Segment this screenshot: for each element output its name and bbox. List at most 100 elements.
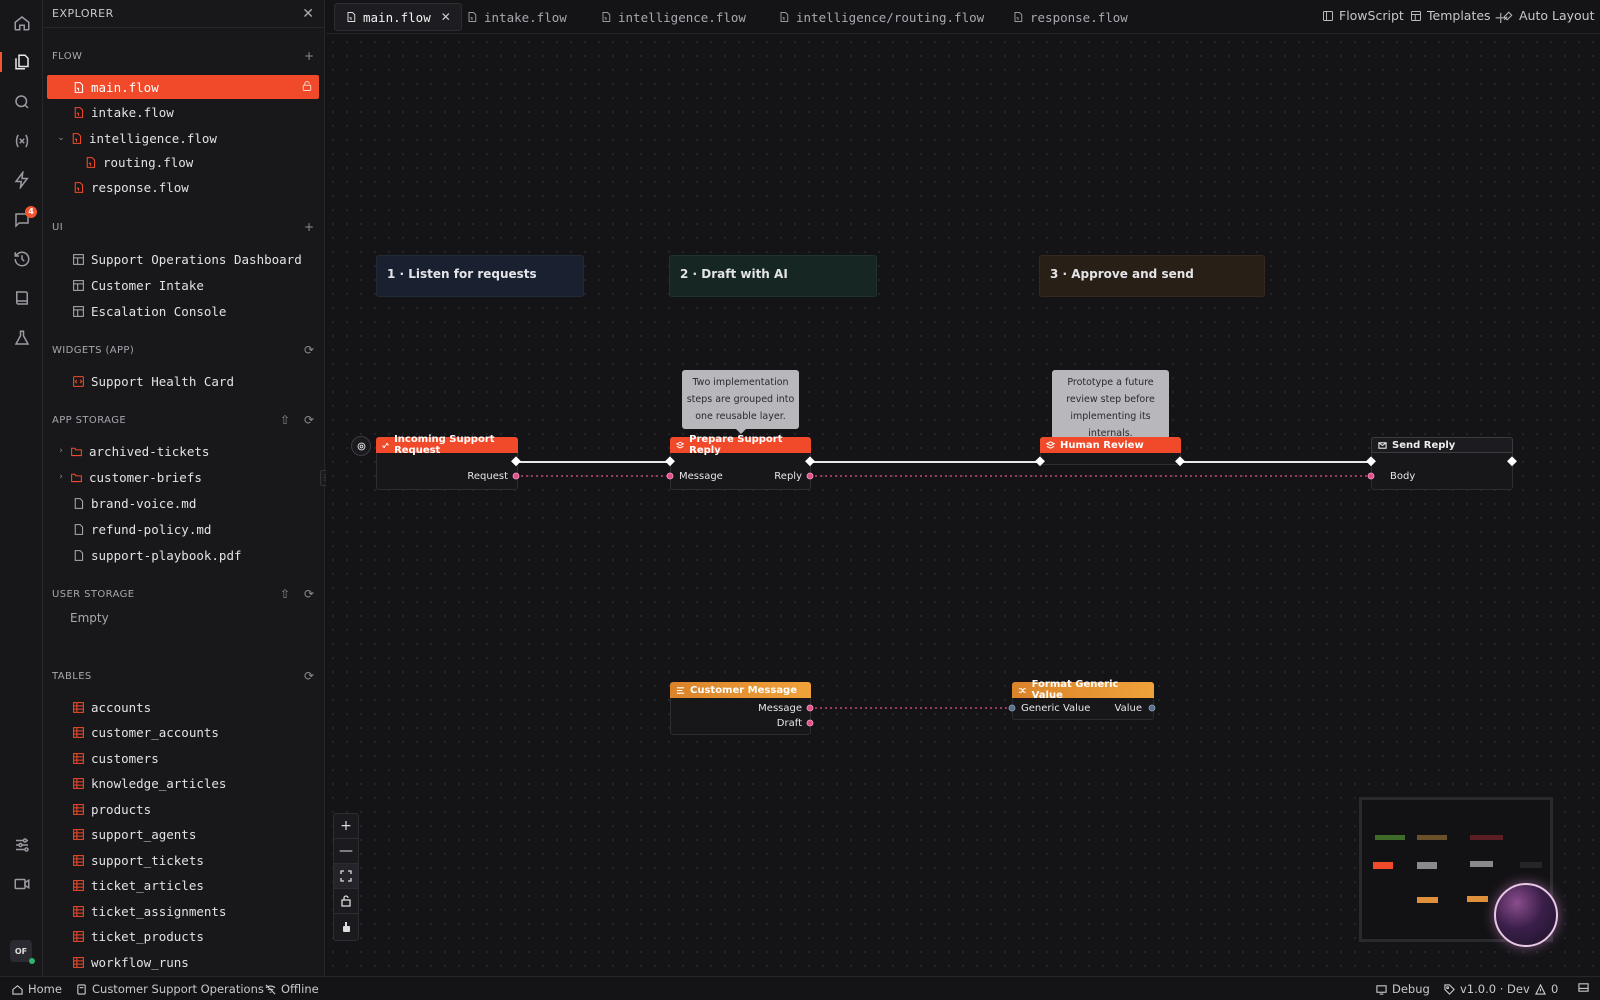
table-item[interactable]: customers <box>47 746 319 770</box>
search-icon[interactable] <box>0 84 43 120</box>
upload-icon[interactable]: ⇧ <box>279 587 291 601</box>
upload-icon[interactable]: ⇧ <box>279 413 291 427</box>
project-link[interactable]: Customer Support Operations <box>76 982 264 996</box>
debug-button[interactable]: Debug <box>1376 982 1430 996</box>
widget-item-health[interactable]: Support Health Card <box>47 369 319 393</box>
data-pin[interactable] <box>806 719 814 727</box>
storage-file-refund[interactable]: refund-policy.md <box>47 517 319 541</box>
flow-item-main[interactable]: main.flow <box>47 75 319 99</box>
group-approve[interactable]: 3 · Approve and send <box>1039 255 1265 297</box>
sliders-icon[interactable] <box>0 827 43 863</box>
warnings-indicator[interactable]: 0 <box>1535 982 1558 996</box>
group-listen[interactable]: 1 · Listen for requests <box>376 255 584 297</box>
flow-item-intake[interactable]: intake.flow <box>47 100 319 124</box>
refresh-icon[interactable]: ⟳ <box>303 669 315 683</box>
chevron-right-icon[interactable]: › <box>59 446 63 456</box>
table-item[interactable]: support_tickets <box>47 848 319 872</box>
tab-routing-flow[interactable]: intelligence/routing.flow <box>768 3 994 31</box>
exec-pin[interactable] <box>665 456 675 467</box>
files-icon[interactable] <box>0 44 43 80</box>
table-item[interactable]: ticket_assignments <box>47 899 319 923</box>
close-icon[interactable]: ✕ <box>440 10 451 24</box>
chevron-right-icon[interactable]: › <box>59 472 63 482</box>
data-pin[interactable] <box>1367 472 1375 480</box>
zoom-out-button[interactable]: — <box>334 839 358 864</box>
exec-pin[interactable] <box>511 456 521 467</box>
data-pin[interactable] <box>666 472 674 480</box>
flowscript-button[interactable]: FlowScript <box>1322 8 1404 23</box>
table-item[interactable]: knowledge_articles <box>47 772 319 796</box>
chat-icon[interactable]: 4 <box>0 202 43 238</box>
node-format-value[interactable]: Format Generic Value Generic Value Value <box>1012 679 1154 720</box>
data-pin[interactable] <box>512 472 520 480</box>
exec-pin[interactable] <box>1035 456 1045 467</box>
events-icon[interactable] <box>0 162 43 198</box>
event-trigger-button[interactable] <box>351 436 371 456</box>
exec-pin[interactable] <box>805 456 815 467</box>
add-icon[interactable]: + <box>303 220 315 234</box>
generic-pin[interactable] <box>1148 704 1156 712</box>
storage-file-brand-voice[interactable]: brand-voice.md <box>47 491 319 515</box>
home-link[interactable]: Home <box>12 982 62 996</box>
storage-folder-briefs[interactable]: › customer-briefs <box>47 465 319 489</box>
flask-icon[interactable] <box>0 320 43 356</box>
close-icon[interactable]: ✕ <box>302 5 314 22</box>
video-icon[interactable] <box>0 866 43 902</box>
table-icon <box>71 879 85 893</box>
flow-item-routing[interactable]: routing.flow <box>47 150 319 174</box>
panel-toggle[interactable] <box>1578 982 1594 993</box>
table-item[interactable]: ticket_articles <box>47 874 319 898</box>
zoom-in-button[interactable]: + <box>334 814 358 839</box>
auto-layout-button[interactable]: Auto Layout <box>1502 8 1595 23</box>
fit-view-button[interactable] <box>334 864 358 889</box>
exec-pin[interactable] <box>1507 456 1517 467</box>
table-item[interactable]: support_agents <box>47 823 319 847</box>
tab-intelligence-flow[interactable]: intelligence.flow <box>590 3 756 31</box>
version-info[interactable]: v1.0.0 · Dev <box>1444 982 1530 996</box>
node-human-review[interactable]: Human Review <box>1040 437 1181 465</box>
storage-file-playbook[interactable]: support-playbook.pdf <box>47 543 319 567</box>
node-send-reply[interactable]: Send Reply Body <box>1371 437 1513 490</box>
storage-folder-archived[interactable]: › archived-tickets <box>47 439 319 463</box>
table-item[interactable]: workflow_runs <box>47 950 319 974</box>
add-icon[interactable]: + <box>303 49 315 63</box>
note-prepare[interactable]: Two implementation steps are grouped int… <box>682 370 799 434</box>
note-review[interactable]: Prototype a future review step before im… <box>1052 370 1169 451</box>
ui-item-escalation[interactable]: Escalation Console <box>47 299 319 323</box>
history-icon[interactable] <box>0 241 43 277</box>
data-pin[interactable] <box>806 704 814 712</box>
lock-button[interactable] <box>334 889 358 914</box>
ui-item-dashboard[interactable]: Support Operations Dashboard <box>47 247 319 271</box>
generic-pin[interactable] <box>1008 704 1016 712</box>
tab-response-flow[interactable]: response.flow <box>1002 3 1138 31</box>
add-tab-icon[interactable]: + <box>1494 8 1508 27</box>
tab-intake-flow[interactable]: intake.flow <box>456 3 577 31</box>
chevron-down-icon[interactable]: ⌄ <box>57 133 65 143</box>
refresh-icon[interactable]: ⟳ <box>303 343 315 357</box>
templates-button[interactable]: Templates <box>1410 8 1491 23</box>
book-icon[interactable] <box>0 280 43 316</box>
variables-icon[interactable] <box>0 123 43 159</box>
table-item[interactable]: products <box>47 797 319 821</box>
refresh-icon[interactable]: ⟳ <box>303 587 315 601</box>
flow-item-intelligence[interactable]: ⌄ intelligence.flow <box>47 126 319 150</box>
group-draft[interactable]: 2 · Draft with AI <box>669 255 877 297</box>
user-avatar[interactable]: OF <box>10 940 32 962</box>
node-customer-message[interactable]: Customer Message Message Draft <box>670 682 811 735</box>
ui-item-intake[interactable]: Customer Intake <box>47 273 319 297</box>
table-item[interactable]: accounts <box>47 695 319 719</box>
table-item[interactable]: ticket_products <box>47 925 319 949</box>
exec-pin[interactable] <box>1175 456 1185 467</box>
exec-pin[interactable] <box>1366 456 1376 467</box>
interactive-button[interactable] <box>334 914 358 939</box>
table-item[interactable]: customer_accounts <box>47 721 319 745</box>
tab-main-flow[interactable]: main.flow ✕ <box>334 3 462 31</box>
assistant-orb[interactable] <box>1494 883 1558 947</box>
flow-canvas[interactable]: 1 · Listen for requests 2 · Draft with A… <box>326 35 1600 976</box>
flow-item-response[interactable]: response.flow <box>47 175 319 199</box>
data-pin[interactable] <box>806 472 814 480</box>
connection-status[interactable]: Offline <box>265 982 319 996</box>
refresh-icon[interactable]: ⟳ <box>303 413 315 427</box>
home-icon[interactable] <box>0 5 43 41</box>
node-incoming-request[interactable]: Incoming Support Request Request <box>376 434 518 490</box>
